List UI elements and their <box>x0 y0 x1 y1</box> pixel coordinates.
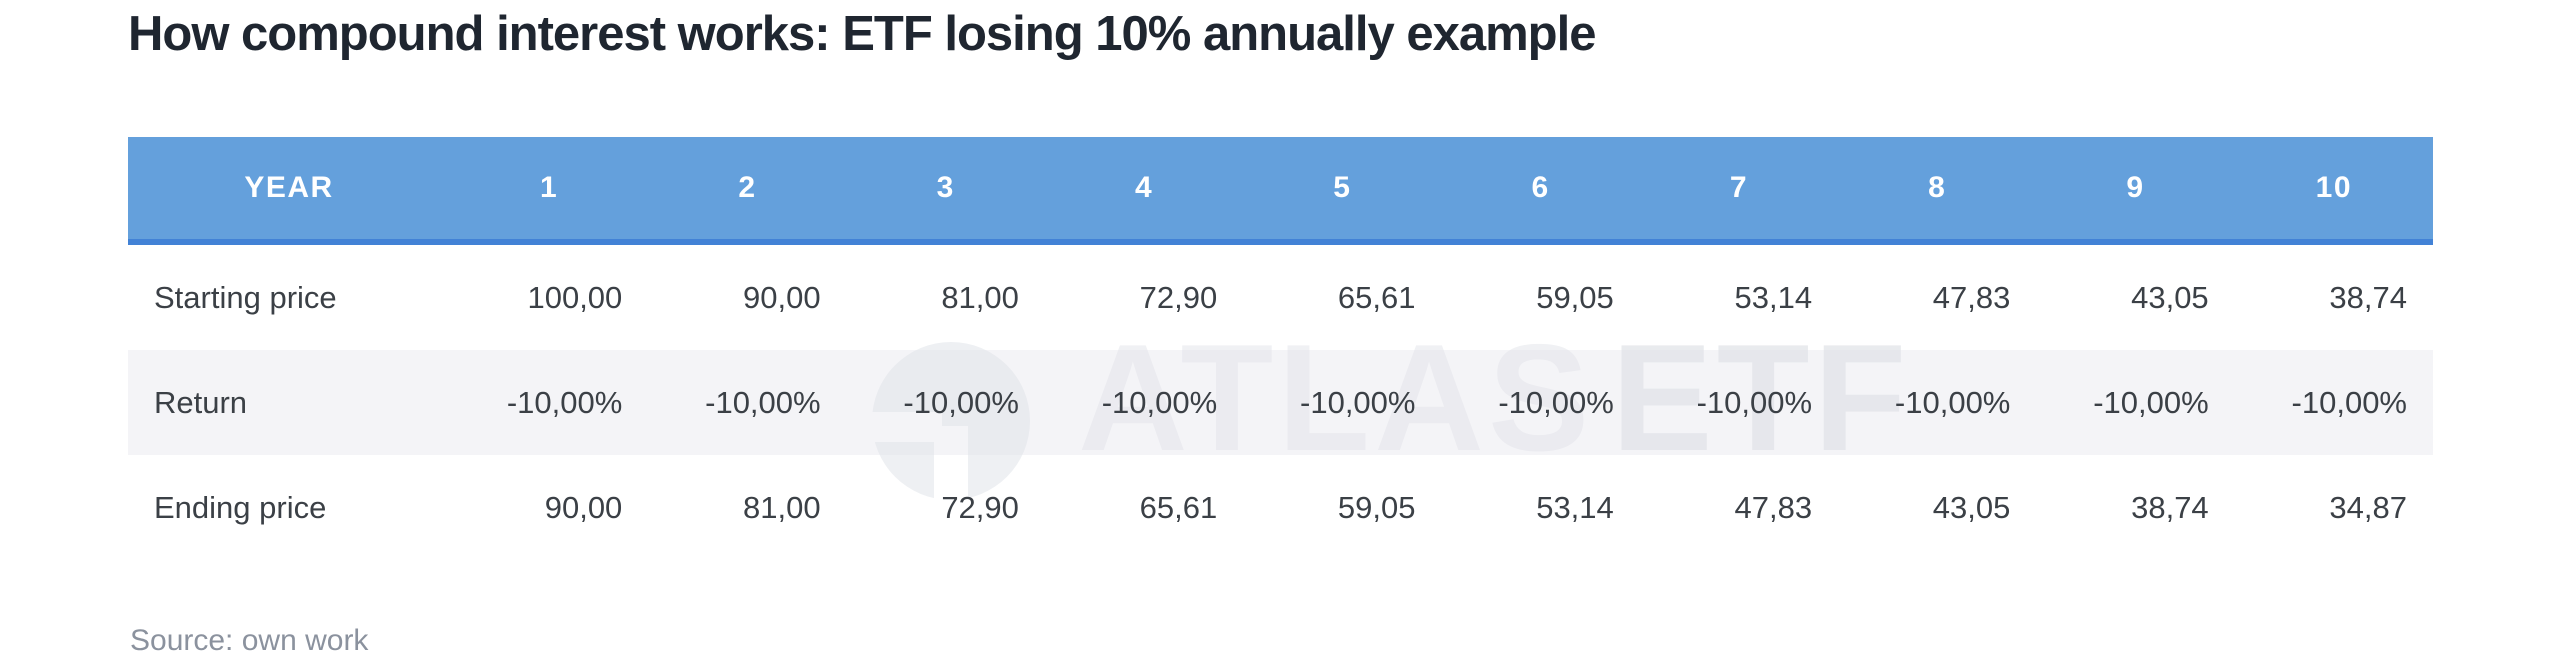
value-cell: 38,74 <box>2329 279 2407 315</box>
value-cell: 72,90 <box>1139 279 1218 315</box>
year-header-label: YEAR <box>128 137 450 245</box>
year-header-cell: 9 <box>2036 137 2235 245</box>
value-cell: 43,05 <box>2131 279 2209 315</box>
value-cell: 47,83 <box>1932 279 2011 315</box>
year-header-cell: 7 <box>1639 137 1839 245</box>
value-cell: 65,61 <box>1337 279 1416 315</box>
value-cell: -10,00% <box>450 350 649 455</box>
value-cell: -10,00% <box>648 350 847 455</box>
compound-interest-table: YEAR 1 2 3 4 5 6 7 8 9 10 Starting price… <box>128 137 2433 560</box>
row-label-cell: Starting price <box>154 279 337 315</box>
value-cell: 53,14 <box>1536 489 1614 525</box>
value-cell: -10,00% <box>1441 350 1640 455</box>
value-cell: 43,05 <box>1932 489 2011 525</box>
row-label-cell: Ending price <box>154 489 327 525</box>
ending-price-row: Ending price 90,00 81,00 72,90 65,61 59,… <box>128 455 2433 560</box>
value-cell: 65,61 <box>1139 489 1218 525</box>
value-cell: -10,00% <box>1044 350 1244 455</box>
source-note: Source: own work <box>130 624 369 657</box>
value-cell: 47,83 <box>1734 489 1813 525</box>
year-header-cell: 10 <box>2234 137 2433 245</box>
value-cell: -10,00% <box>1639 350 1839 455</box>
year-header-cell: 6 <box>1441 137 1640 245</box>
page-title: How compound interest works: ETF losing … <box>128 7 1596 61</box>
value-cell: 81,00 <box>743 489 821 525</box>
value-cell: -10,00% <box>1243 350 1442 455</box>
value-cell: -10,00% <box>846 350 1045 455</box>
value-cell: 53,14 <box>1734 279 1813 315</box>
year-header-cell: 5 <box>1243 137 1442 245</box>
value-cell: 90,00 <box>743 279 821 315</box>
value-cell: 59,05 <box>1536 279 1614 315</box>
value-cell: -10,00% <box>1838 350 2037 455</box>
table-header-row: YEAR 1 2 3 4 5 6 7 8 9 10 <box>128 137 2433 245</box>
value-cell: -10,00% <box>2234 350 2433 455</box>
value-cell: 38,74 <box>2131 489 2209 525</box>
year-header-cell: 2 <box>648 137 847 245</box>
year-header-cell: 4 <box>1044 137 1244 245</box>
return-row: Return -10,00% -10,00% -10,00% -10,00% -… <box>128 350 2433 455</box>
value-cell: 34,87 <box>2329 489 2407 525</box>
value-cell: 100,00 <box>527 279 623 315</box>
value-cell: 81,00 <box>941 279 1019 315</box>
row-label-cell: Return <box>128 350 450 455</box>
year-header-cell: 3 <box>846 137 1045 245</box>
value-cell: 90,00 <box>544 489 623 525</box>
value-cell: -10,00% <box>2036 350 2235 455</box>
starting-price-row: Starting price 100,00 90,00 81,00 72,90 … <box>128 242 2433 350</box>
year-header-cell: 8 <box>1838 137 2037 245</box>
year-header-cell: 1 <box>450 137 649 245</box>
value-cell: 72,90 <box>941 489 1019 525</box>
value-cell: 59,05 <box>1337 489 1416 525</box>
